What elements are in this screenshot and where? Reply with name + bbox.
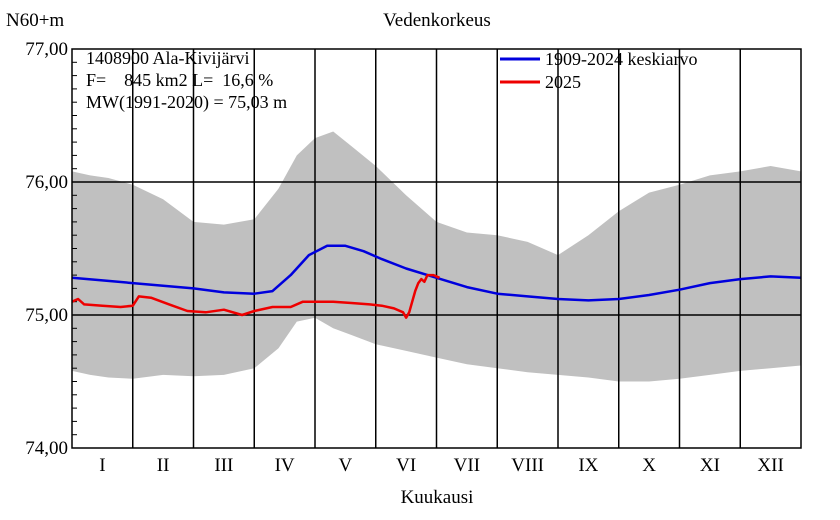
month-label: XII [757, 455, 783, 476]
month-label: VI [396, 455, 416, 476]
info-line-station: 1408900 Ala-Kivijärvi [86, 48, 249, 68]
chart-title: Vedenkorkeus [383, 10, 491, 31]
month-label: IX [578, 455, 598, 476]
y-tick-labels: 74,00 75,00 76,00 77,00 [25, 39, 68, 459]
y-tick-label: 76,00 [25, 172, 68, 193]
series-line-mean [71, 244, 802, 302]
month-label: X [642, 455, 656, 476]
series-line-2025 [71, 273, 441, 319]
month-label: I [99, 455, 105, 476]
y-tick-label: 75,00 [25, 305, 68, 326]
month-label: VII [454, 455, 480, 476]
info-line-mean-water: MW(1991-2020) = 75,03 m [86, 92, 287, 113]
month-label: VIII [511, 455, 544, 476]
y-tick-label: 77,00 [25, 39, 68, 60]
month-labels: I II III IV V VI VII VIII IX X XI XII [99, 455, 784, 476]
month-label: II [157, 455, 170, 476]
grid-layer [72, 49, 801, 448]
legend-label-mean: 1909-2024 keskiarvo [545, 49, 697, 69]
x-axis-label: Kuukausi [401, 487, 474, 508]
info-line-area: F= 845 km2 L= 16,6 % [86, 70, 273, 90]
plot-frame [71, 48, 802, 449]
legend-label-2025: 2025 [545, 72, 581, 92]
y-tick-label: 74,00 [25, 438, 68, 459]
month-label: XI [700, 455, 720, 476]
month-label: V [339, 455, 353, 476]
month-label: IV [275, 455, 295, 476]
month-label: III [214, 455, 233, 476]
legend: 1909-2024 keskiarvo 2025 [500, 49, 697, 92]
y-axis-label: N60+m [6, 10, 64, 31]
series-layer [71, 244, 802, 319]
